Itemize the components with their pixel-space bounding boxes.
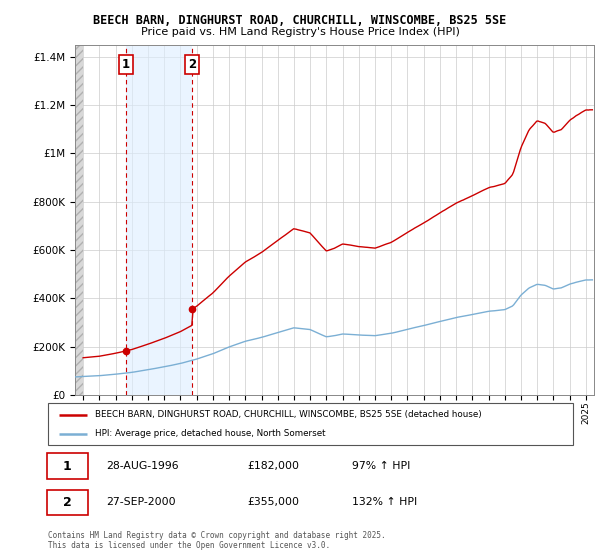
- Text: HPI: Average price, detached house, North Somerset: HPI: Average price, detached house, Nort…: [95, 430, 326, 438]
- Text: 28-AUG-1996: 28-AUG-1996: [106, 461, 178, 471]
- Text: 27-SEP-2000: 27-SEP-2000: [106, 497, 175, 507]
- Text: 97% ↑ HPI: 97% ↑ HPI: [353, 461, 411, 471]
- Text: 1: 1: [122, 58, 130, 71]
- Text: 1: 1: [63, 460, 72, 473]
- Text: 2: 2: [63, 496, 72, 509]
- FancyBboxPatch shape: [47, 489, 88, 515]
- Text: Contains HM Land Registry data © Crown copyright and database right 2025.
This d: Contains HM Land Registry data © Crown c…: [48, 530, 386, 550]
- Text: £355,000: £355,000: [248, 497, 299, 507]
- Text: Price paid vs. HM Land Registry's House Price Index (HPI): Price paid vs. HM Land Registry's House …: [140, 27, 460, 37]
- Text: BEECH BARN, DINGHURST ROAD, CHURCHILL, WINSCOMBE, BS25 5SE (detached house): BEECH BARN, DINGHURST ROAD, CHURCHILL, W…: [95, 410, 482, 419]
- FancyBboxPatch shape: [48, 403, 573, 445]
- Text: 2: 2: [188, 58, 196, 71]
- Text: £182,000: £182,000: [248, 461, 299, 471]
- FancyBboxPatch shape: [47, 453, 88, 479]
- Bar: [75, 45, 83, 395]
- Bar: [126, 45, 192, 395]
- Text: 132% ↑ HPI: 132% ↑ HPI: [353, 497, 418, 507]
- Text: BEECH BARN, DINGHURST ROAD, CHURCHILL, WINSCOMBE, BS25 5SE: BEECH BARN, DINGHURST ROAD, CHURCHILL, W…: [94, 14, 506, 27]
